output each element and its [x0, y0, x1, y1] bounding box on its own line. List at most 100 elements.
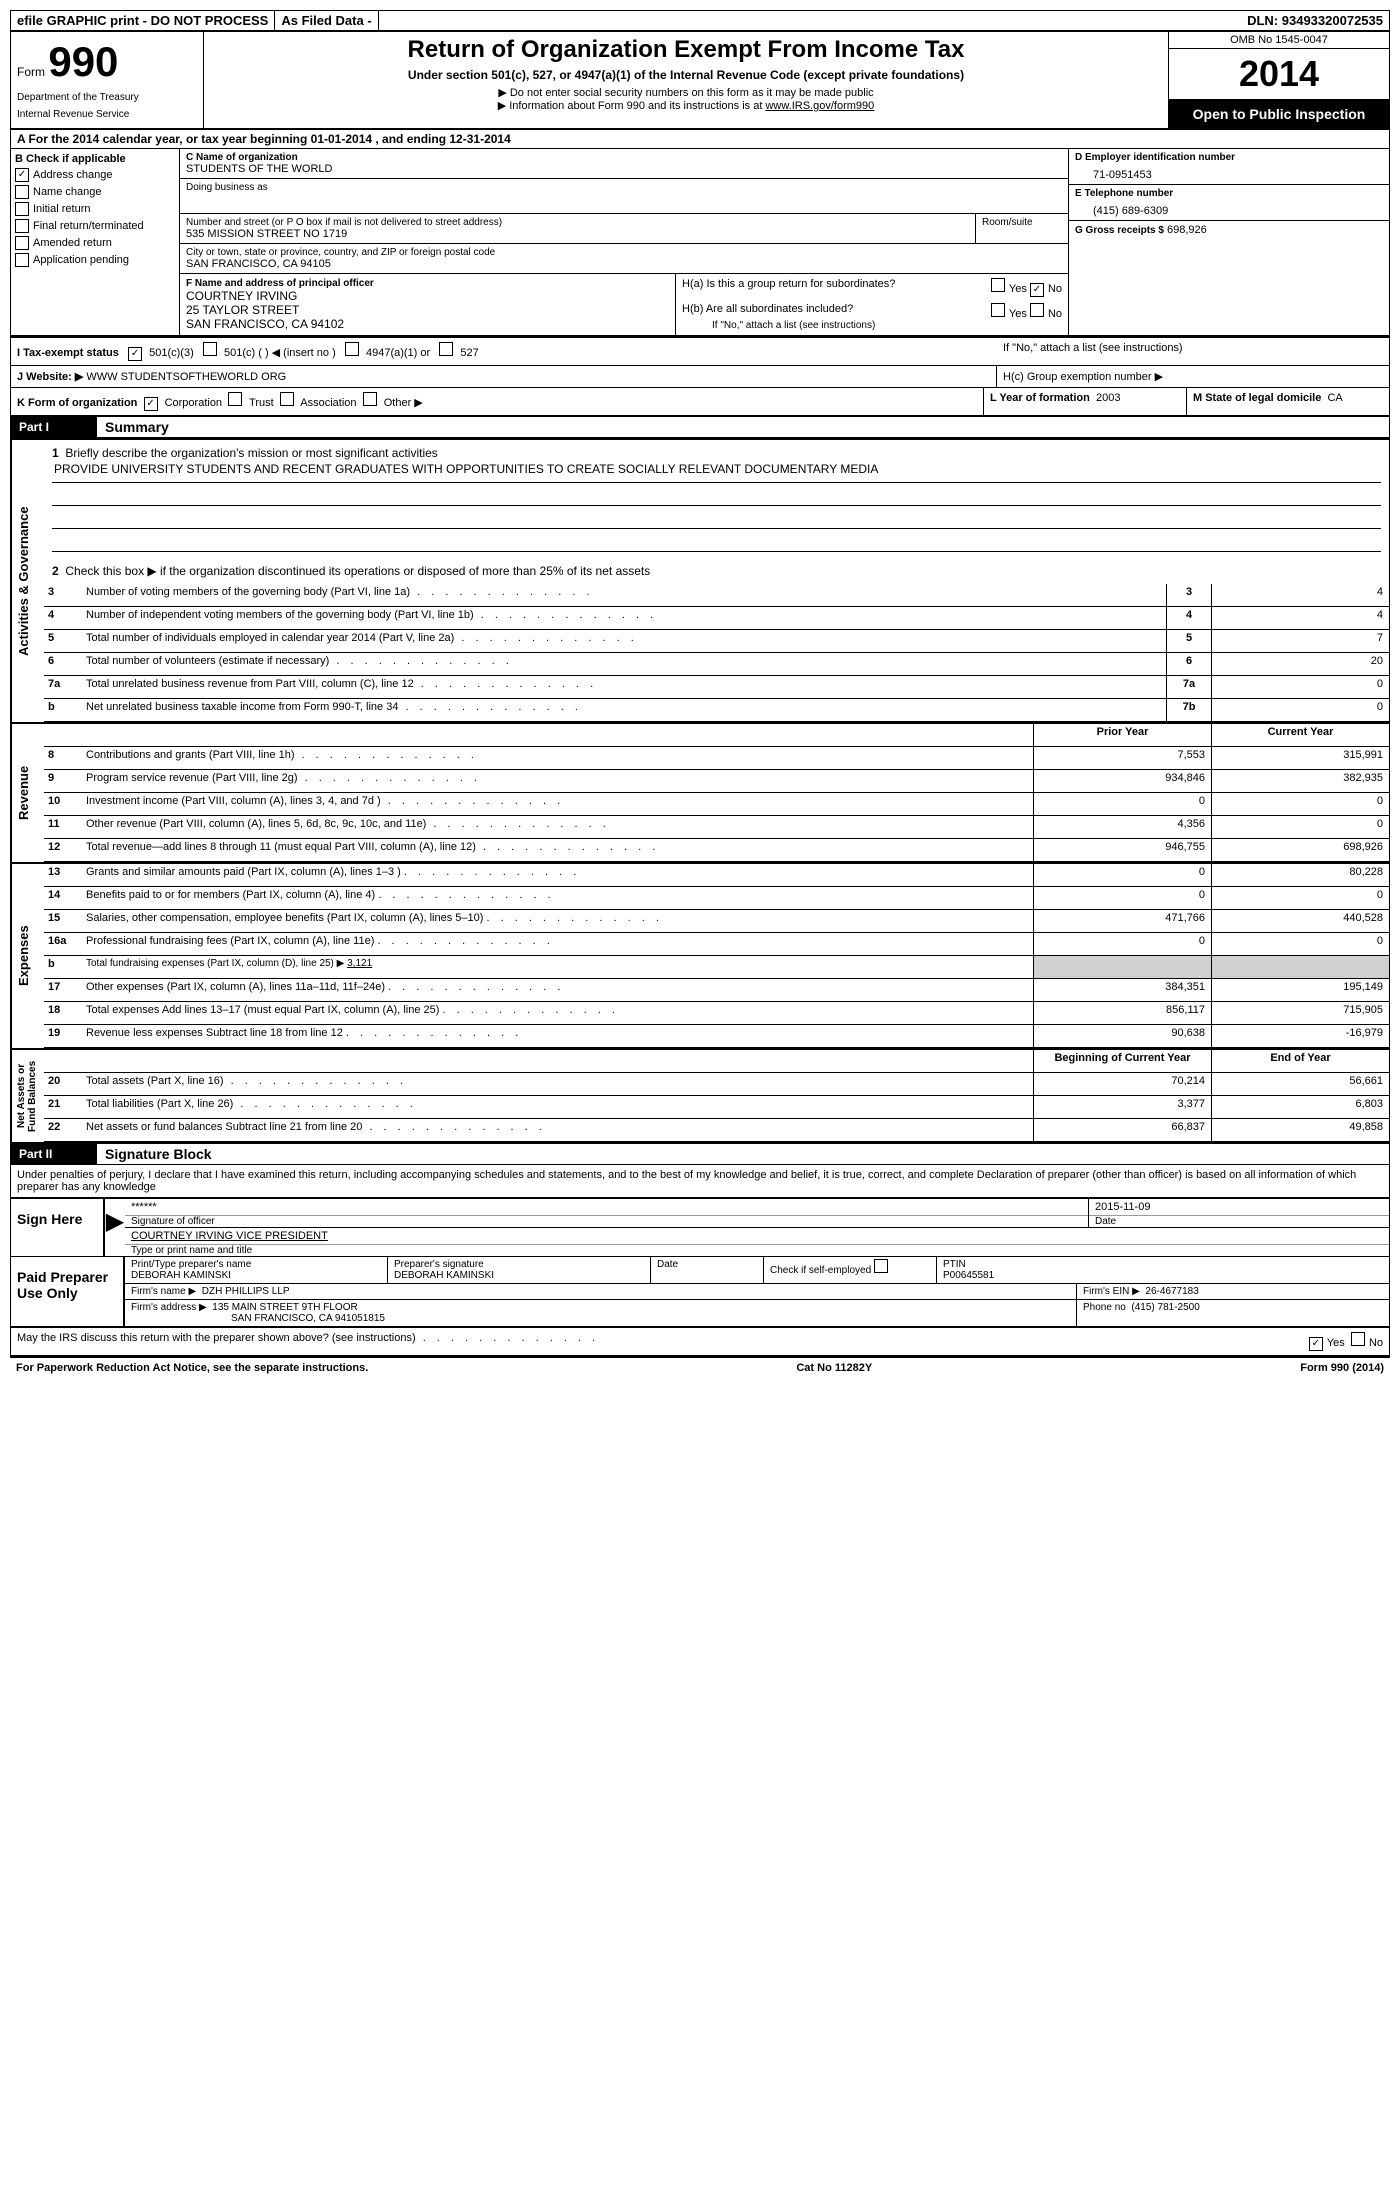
q1-label: Briefly describe the organization's miss…: [65, 446, 437, 460]
note-info: ▶ Information about Form 990 and its ins…: [208, 99, 1164, 112]
firm-label: Firm's name ▶: [131, 1286, 196, 1297]
ptin-value: P00645581: [943, 1270, 1383, 1281]
rev-line-9: 9 Program service revenue (Part VIII, li…: [44, 770, 1389, 793]
ag-line-4: 4 Number of independent voting members o…: [44, 607, 1389, 630]
cb-final-return[interactable]: Final return/terminated: [15, 219, 175, 233]
cb-address-change[interactable]: ✓Address change: [15, 168, 175, 182]
efile-notice: efile GRAPHIC print - DO NOT PROCESS: [11, 11, 275, 30]
discuss-yes-cb[interactable]: ✓: [1309, 1337, 1323, 1351]
prep-row-1: Print/Type preparer's name DEBORAH KAMIN…: [125, 1257, 1389, 1284]
ptin-label: PTIN: [943, 1259, 1383, 1270]
gross-value: 698,926: [1167, 224, 1207, 236]
netassets-section: Net Assets orFund Balances Beginning of …: [11, 1048, 1389, 1144]
l-cell: L Year of formation 2003: [983, 388, 1186, 415]
cb-name-change[interactable]: Name change: [15, 185, 175, 199]
sig-date-cell: 2015-11-09 Date: [1088, 1199, 1389, 1227]
cb-pending[interactable]: Application pending: [15, 253, 175, 267]
exp-line-17: 17 Other expenses (Part IX, column (A), …: [44, 979, 1389, 1002]
sign-content: ****** Signature of officer 2015-11-09 D…: [125, 1199, 1389, 1256]
tax-year: 2014: [1169, 49, 1389, 100]
section-a: A For the 2014 calendar year, or tax yea…: [11, 130, 1389, 149]
prep-check-cell: Check if self-employed: [764, 1257, 937, 1283]
cb-corp[interactable]: ✓: [144, 397, 158, 411]
cb-amended[interactable]: Amended return: [15, 236, 175, 250]
k-label: K Form of organization: [17, 397, 137, 409]
dba-row: Doing business as: [180, 179, 1068, 214]
row-k: K Form of organization ✓ Corporation Tru…: [11, 388, 1389, 417]
officer-addr1: 25 TAYLOR STREET: [186, 303, 669, 317]
discuss-no-cb[interactable]: [1351, 1332, 1365, 1346]
ag-line-5: 5 Total number of individuals employed i…: [44, 630, 1389, 653]
header-left: Form 990 Department of the Treasury Inte…: [11, 32, 204, 128]
cb-initial-return[interactable]: Initial return: [15, 202, 175, 216]
header-right: OMB No 1545-0047 2014 Open to Public Ins…: [1169, 32, 1389, 128]
sign-here-block: Sign Here ▶ ****** Signature of officer …: [11, 1199, 1389, 1257]
prep-sig-cell: Preparer's signature DEBORAH KAMINSKI: [388, 1257, 651, 1283]
hb-no-cb[interactable]: [1030, 303, 1044, 317]
mission-text: PROVIDE UNIVERSITY STUDENTS AND RECENT G…: [52, 460, 1381, 483]
firm-phone-cell: Phone no (415) 781-2500: [1077, 1300, 1389, 1326]
firm-addr-label: Firm's address ▶: [131, 1302, 207, 1313]
firm-name-cell: Firm's name ▶ DZH PHILLIPS LLP: [125, 1284, 1077, 1299]
rev-line-12: 12 Total revenue—add lines 8 through 11 …: [44, 839, 1389, 862]
cb-trust[interactable]: [228, 392, 242, 406]
prep-date-label: Date: [657, 1259, 757, 1270]
exp-line-b: b Total fundraising expenses (Part IX, c…: [44, 956, 1389, 979]
firm-addr2: SAN FRANCISCO, CA 941051815: [131, 1313, 1070, 1324]
f-label: F Name and address of principal officer: [186, 278, 669, 289]
discuss-q: May the IRS discuss this return with the…: [17, 1332, 416, 1344]
phone-val: (415) 781-2500: [1131, 1302, 1199, 1313]
form-container: efile GRAPHIC print - DO NOT PROCESS As …: [10, 10, 1390, 1358]
ein-value: 26-4677183: [1145, 1286, 1198, 1297]
cb-527[interactable]: [439, 342, 453, 356]
gross-row: G Gross receipts $ 698,926: [1069, 221, 1389, 239]
cb-501c3[interactable]: ✓: [128, 347, 142, 361]
part1-num: Part I: [11, 417, 97, 437]
prep-sig-label: Preparer's signature: [394, 1259, 644, 1270]
mission-blank3: [52, 529, 1381, 552]
l-value: 2003: [1096, 392, 1120, 404]
top-bar: efile GRAPHIC print - DO NOT PROCESS As …: [11, 11, 1389, 32]
org-name: STUDENTS OF THE WORLD: [186, 163, 1062, 175]
officer-addr2: SAN FRANCISCO, CA 94102: [186, 317, 669, 331]
addr-value: 535 MISSION STREET NO 1719: [186, 228, 969, 240]
cb-other[interactable]: [363, 392, 377, 406]
sig-date-value: 2015-11-09: [1089, 1199, 1389, 1216]
ha-no-cb[interactable]: ✓: [1030, 283, 1044, 297]
header-row: Form 990 Department of the Treasury Inte…: [11, 32, 1389, 130]
rev-content: Prior Year Current Year 8 Contributions …: [44, 724, 1389, 862]
asfiled-label: As Filed Data -: [275, 11, 378, 30]
vlabel-activities: Activities & Governance: [11, 440, 44, 722]
addr-cell: Number and street (or P O box if mail is…: [180, 214, 976, 243]
cb-501c[interactable]: [203, 342, 217, 356]
header-mid: Return of Organization Exempt From Incom…: [204, 32, 1169, 128]
room-label: Room/suite: [982, 217, 1062, 228]
phone-value: (415) 689-6309: [1075, 199, 1383, 217]
prep-sig-value: DEBORAH KAMINSKI: [394, 1270, 644, 1281]
hb-note-cell: If "No," attach a list (see instructions…: [997, 338, 1389, 365]
e-label: E Telephone number: [1075, 188, 1383, 199]
ha-yes-cb[interactable]: [991, 278, 1005, 292]
expenses-section: Expenses 13 Grants and similar amounts p…: [11, 862, 1389, 1048]
discuss-row: May the IRS discuss this return with the…: [11, 1328, 1389, 1357]
exp-line-14: 14 Benefits paid to or for members (Part…: [44, 887, 1389, 910]
ein-row: D Employer identification number 71-0951…: [1069, 149, 1389, 185]
cb-assoc[interactable]: [280, 392, 294, 406]
sig-officer-label: Signature of officer: [125, 1216, 1088, 1227]
dln-label: DLN:: [1247, 13, 1278, 28]
rev-line-11: 11 Other revenue (Part VIII, column (A),…: [44, 816, 1389, 839]
irs-link[interactable]: www.IRS.gov/form990: [765, 100, 874, 112]
col-d-g: D Employer identification number 71-0951…: [1069, 149, 1389, 335]
ag-content: 1 Briefly describe the organization's mi…: [44, 440, 1389, 722]
cb-4947[interactable]: [345, 342, 359, 356]
row-j: J Website: ▶ WWW STUDENTSOFTHEWORLD ORG …: [11, 366, 1389, 388]
na-content: Beginning of Current Year End of Year 20…: [44, 1050, 1389, 1142]
prep-row-2: Firm's name ▶ DZH PHILLIPS LLP Firm's EI…: [125, 1284, 1389, 1300]
city-label: City or town, state or province, country…: [186, 247, 1062, 258]
open-inspection: Open to Public Inspection: [1169, 100, 1389, 128]
cb-self-employed[interactable]: [874, 1259, 888, 1273]
hb-yes-cb[interactable]: [991, 303, 1005, 317]
exp-line-16a: 16a Professional fundraising fees (Part …: [44, 933, 1389, 956]
website-value: WWW STUDENTSOFTHEWORLD ORG: [86, 371, 286, 383]
na-line-20: 20 Total assets (Part X, line 16) 70,214…: [44, 1073, 1389, 1096]
